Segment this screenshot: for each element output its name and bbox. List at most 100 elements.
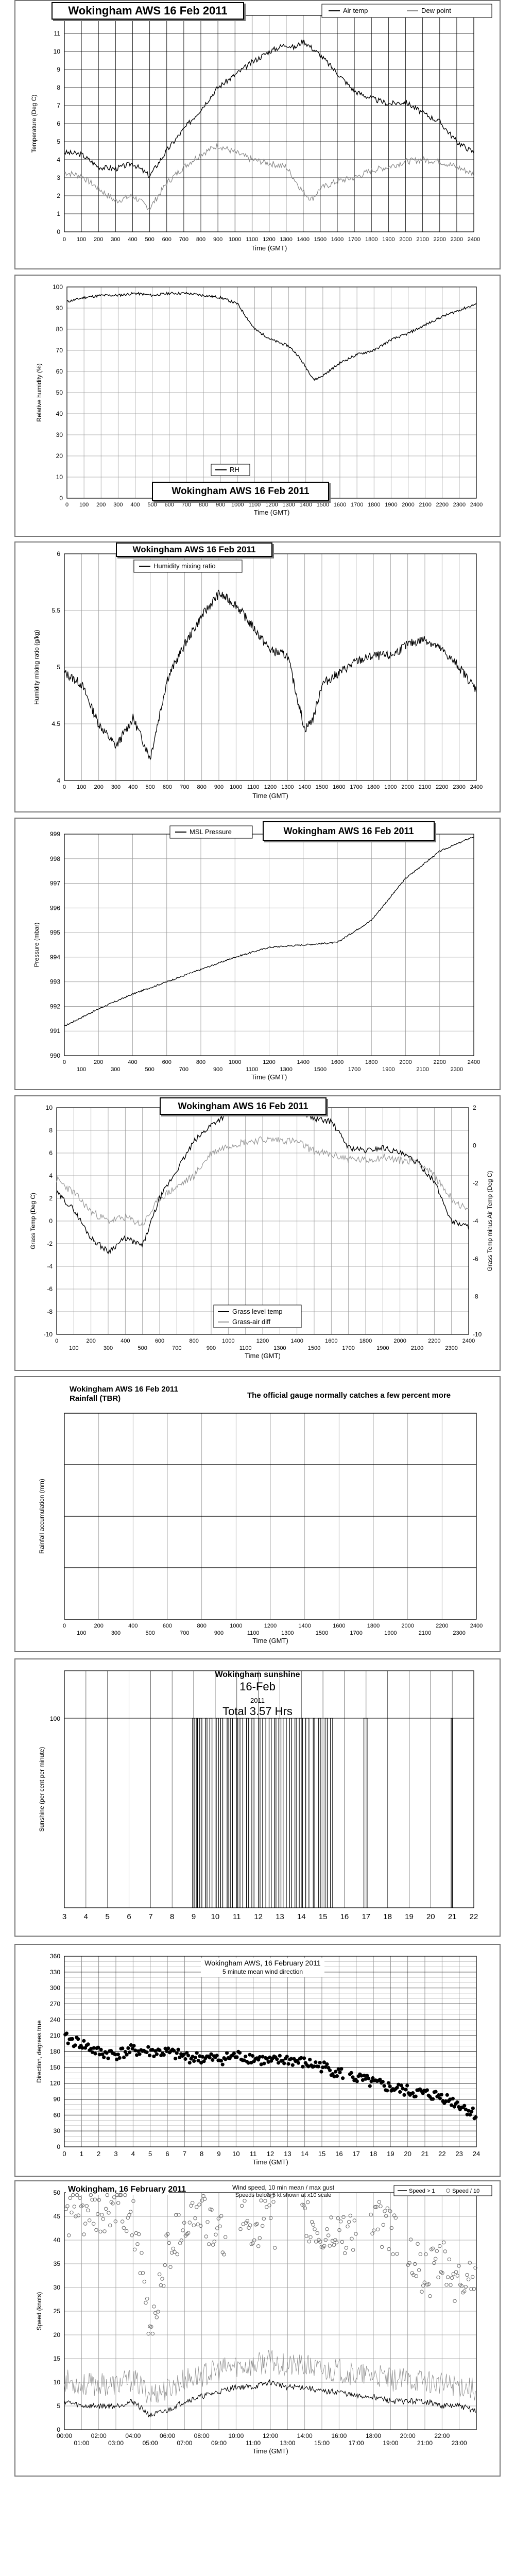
grass-y-tick: -4 <box>47 1263 53 1270</box>
wdir-x-tick: 9 <box>217 2150 220 2158</box>
grass-x-tick: 200 <box>86 1338 95 1344</box>
grass-y-tick: -4 <box>473 1217 478 1225</box>
wspd-scaled-point <box>263 2199 267 2203</box>
wspd-scaled-point <box>393 2216 398 2220</box>
wspd-scaled-point <box>158 2272 162 2277</box>
wdir-point <box>209 2052 213 2056</box>
wdir-y-tick: 150 <box>50 2064 60 2071</box>
sun-period-bar <box>236 1718 238 1908</box>
wspd-scaled-point <box>163 2263 167 2267</box>
wspd-scaled-point <box>318 2240 322 2244</box>
wspd-x-tick: 00:00 <box>57 2432 72 2439</box>
wspd-scaled-point <box>348 2213 352 2218</box>
temp-airtemp-line <box>64 39 474 178</box>
mix-x-tick: 1900 <box>384 784 397 790</box>
wspd-scaled-point <box>135 2242 140 2246</box>
wspd-y-tick: 45 <box>54 2213 61 2220</box>
sun-period-bar <box>330 1718 333 1908</box>
mix-x-tick: 2000 <box>401 784 414 790</box>
wspd-scaled-point <box>84 2204 89 2208</box>
mix-legend-box <box>133 560 243 573</box>
pres-y-tick: 995 <box>50 929 60 936</box>
wdir-point <box>398 2090 402 2094</box>
wdir-point <box>99 2047 103 2052</box>
wspd-scaled-point <box>240 2204 244 2208</box>
grass-x-tick: 1400 <box>290 1338 303 1344</box>
wdir-point <box>71 2037 75 2041</box>
sun-period-bar <box>192 1718 195 1908</box>
wdir-y-tick: 360 <box>50 1953 60 1960</box>
wdir-point <box>351 2075 355 2079</box>
mix-x-tick: 2200 <box>436 784 448 790</box>
wdir-x-tick: 11 <box>250 2150 257 2158</box>
wdir-point <box>121 2046 125 2050</box>
pres-line <box>64 836 474 1027</box>
sun-period-bar <box>196 1718 198 1908</box>
mix-x-tick: 1300 <box>281 784 294 790</box>
wspd-scaled-point <box>119 2193 123 2197</box>
wspd-scaled-point <box>354 2232 358 2236</box>
sun-year: 2011 <box>250 1697 265 1704</box>
wspd-scaled-point <box>389 2226 393 2230</box>
wspd-y-tick: 30 <box>54 2284 61 2291</box>
wdir-point <box>256 2058 261 2062</box>
grass-y-tick: 10 <box>46 1104 53 1111</box>
wspd-scaled-point <box>160 2277 164 2281</box>
wspd-scaled-point <box>207 2242 211 2246</box>
grass-x-tick: 1700 <box>342 1345 354 1351</box>
pres-legend-label: MSL Pressure <box>190 828 232 836</box>
temp-y-tick: 5 <box>57 138 60 145</box>
grass-x-tick: 1300 <box>273 1345 286 1351</box>
wdir-y-tick: 30 <box>54 2127 61 2134</box>
wspd-scaled-point <box>457 2264 461 2268</box>
wspd-scaled-point <box>259 2198 263 2202</box>
wspd-scaled-point <box>455 2274 459 2278</box>
wdir-point <box>465 2112 469 2116</box>
wspd-scaled-point <box>108 2223 112 2228</box>
rh-y-tick: 10 <box>56 473 63 481</box>
pres-x-tick: 2400 <box>468 1059 480 1065</box>
wspd-scaled-point <box>238 2227 243 2231</box>
wspd-scaled-point <box>145 2297 149 2301</box>
sun-period-bar <box>216 1718 219 1908</box>
wspd-legend-box <box>393 2185 492 2196</box>
wdir-point <box>386 2081 391 2085</box>
sun-x-tick: 21 <box>448 1912 457 1921</box>
wspd-scaled-point <box>347 2219 351 2224</box>
temp-x-tick: 600 <box>162 236 171 243</box>
wdir-point <box>444 2099 448 2104</box>
sun-period-bar <box>230 1718 233 1908</box>
rh-y-tick: 70 <box>56 347 63 354</box>
wspd-scaled-point <box>170 2250 174 2255</box>
wdir-point <box>277 2061 281 2065</box>
sun-x-tick: 12 <box>254 1912 263 1921</box>
grass-x-tick: 1800 <box>359 1338 372 1344</box>
wdir-point <box>402 2093 406 2097</box>
wspd-scaled-point <box>407 2261 411 2265</box>
mix-x-tick: 1200 <box>264 784 277 790</box>
pres-x-tick: 800 <box>196 1059 205 1065</box>
grass-legend-box <box>213 1304 302 1328</box>
wdir-point <box>296 2061 301 2065</box>
wdir-point <box>355 2079 359 2083</box>
wspd-scaled-point <box>212 2240 216 2244</box>
pres-y-tick: 999 <box>50 831 60 838</box>
grass-y-tick: 4 <box>49 1172 53 1179</box>
grass-y-axis-label: Grass Temp minus Air Temp (Deg C) <box>486 1171 493 1272</box>
grass-x-tick: 2100 <box>411 1345 423 1351</box>
sun-y-tick: 100 <box>50 1715 60 1722</box>
wspd-scaled-point <box>113 2219 118 2224</box>
wspd-scaled-point <box>262 2216 266 2221</box>
wspd-scaled-point <box>175 2252 179 2257</box>
sun-period-bar <box>268 1718 272 1908</box>
wspd-x-axis-label: Time (GMT) <box>252 2447 288 2455</box>
sun-period-bar <box>278 1718 282 1908</box>
temp-x-tick: 0 <box>63 236 66 243</box>
wspd-scaled-point <box>166 2232 170 2236</box>
wspd-scaled-point <box>93 2197 97 2201</box>
rh-y-tick: 50 <box>56 389 63 396</box>
wspd-scaled-point <box>187 2221 192 2225</box>
wdir-point <box>202 2059 206 2063</box>
wspd-scaled-point <box>341 2215 346 2219</box>
wspd-scaled-point <box>383 2209 387 2213</box>
